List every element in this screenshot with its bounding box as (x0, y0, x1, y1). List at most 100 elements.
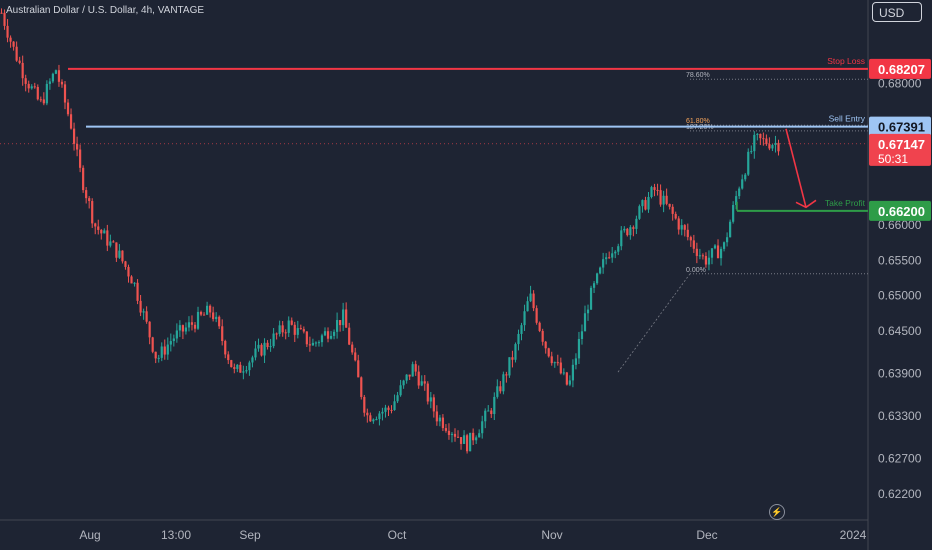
candle-body (85, 190, 88, 199)
candle-body (547, 348, 550, 357)
candle-body (154, 351, 157, 359)
candle-body (369, 415, 372, 422)
candle-body (6, 25, 9, 38)
candle-body (580, 331, 584, 339)
candle-body (57, 70, 61, 82)
candle-body (638, 206, 641, 219)
candle-body (239, 364, 242, 373)
candle-body (302, 329, 305, 332)
candle-body (429, 397, 432, 402)
candle-body (617, 246, 620, 252)
candle-body (414, 364, 417, 372)
candle-body (221, 326, 224, 341)
candle-body (641, 200, 644, 207)
candle-body (426, 383, 429, 402)
price-axis-labels: 0.68000 0.66000 0.65500 0.65000 0.64500 0.639… (878, 76, 922, 500)
time-tick-label: Nov (541, 528, 562, 542)
candle-body (91, 201, 94, 224)
candle-body (33, 86, 36, 88)
candle-body (112, 241, 115, 243)
candle-body (163, 346, 166, 355)
candle-body (659, 190, 662, 205)
candle-body (357, 360, 360, 378)
candle-body (339, 320, 342, 326)
candle-body (571, 364, 575, 381)
candle-body (762, 138, 765, 140)
candle-body (462, 435, 466, 444)
candle-body (444, 428, 448, 431)
candle-body (704, 256, 708, 265)
level-label: Stop Loss (827, 56, 865, 66)
candle-body (589, 287, 593, 310)
fib-level-label: 0.00% (686, 267, 706, 274)
candle-body (384, 407, 387, 412)
candle-body (281, 325, 284, 333)
price-badge-value: 0.66200 (878, 204, 925, 219)
candle-body (332, 331, 336, 336)
candle-body (263, 342, 266, 356)
candle-body (399, 385, 402, 396)
candle-body (363, 396, 366, 413)
candle-body (517, 333, 520, 345)
candle-body (45, 83, 48, 104)
candle-body (372, 419, 375, 422)
candle-body (190, 322, 194, 325)
down-arrow-shaft (785, 128, 807, 208)
candle-body (187, 322, 191, 328)
candle-body (205, 305, 209, 315)
candle-body (550, 356, 553, 364)
candle-body (574, 358, 578, 365)
candle-body (614, 251, 617, 254)
candle-body (63, 84, 67, 103)
time-axis-labels: Aug 13:00 Sep Oct Nov Dec 2024 (79, 528, 866, 542)
candle-body (553, 362, 556, 364)
candle-body (481, 421, 484, 434)
candle-body (299, 328, 302, 330)
candle-body (75, 143, 79, 150)
candle-body (66, 102, 70, 115)
candle-body (103, 230, 106, 234)
candle-body (166, 344, 169, 355)
currency-button[interactable]: USD (872, 2, 922, 22)
time-tick-label: 2024 (840, 528, 867, 542)
candle-body (196, 311, 200, 329)
price-axis-panel[interactable] (868, 0, 932, 550)
time-tick-label: Dec (696, 528, 717, 542)
price-tick-label: 0.63300 (878, 409, 922, 423)
candle-body (623, 228, 626, 231)
candle-body (360, 377, 363, 397)
candle-body (311, 342, 315, 346)
fib-level-label: 78.60% (686, 72, 710, 79)
lightning-icon[interactable]: ⚡ (769, 504, 785, 520)
candle-body (335, 320, 339, 332)
candle-body (562, 372, 565, 374)
candle-body (142, 311, 145, 313)
candle-body (124, 261, 127, 267)
candle-body (251, 357, 254, 363)
candle-body (484, 410, 487, 422)
candle-body (0, 12, 3, 14)
candle-body (290, 320, 293, 325)
candle-body (148, 321, 151, 338)
candle-body (215, 316, 218, 320)
candle-body (759, 133, 762, 139)
candle-body (707, 257, 711, 265)
price-tick-label: 0.63900 (878, 367, 922, 381)
candle-body (130, 276, 133, 284)
candle-body (469, 432, 472, 452)
candle-body (9, 37, 12, 42)
price-tick-label: 0.62200 (878, 487, 922, 501)
candle-body (771, 145, 774, 149)
candle-body (765, 138, 768, 145)
current-price-value: 0.67147 (878, 137, 925, 152)
price-badge (869, 116, 931, 137)
candle-body (744, 174, 747, 180)
candle-body (496, 386, 499, 397)
candle-body (475, 437, 478, 441)
candle-body (738, 188, 741, 197)
candle-body (115, 242, 118, 258)
candle-body (505, 374, 508, 376)
candle-body (459, 437, 463, 444)
candle-body (320, 335, 324, 343)
